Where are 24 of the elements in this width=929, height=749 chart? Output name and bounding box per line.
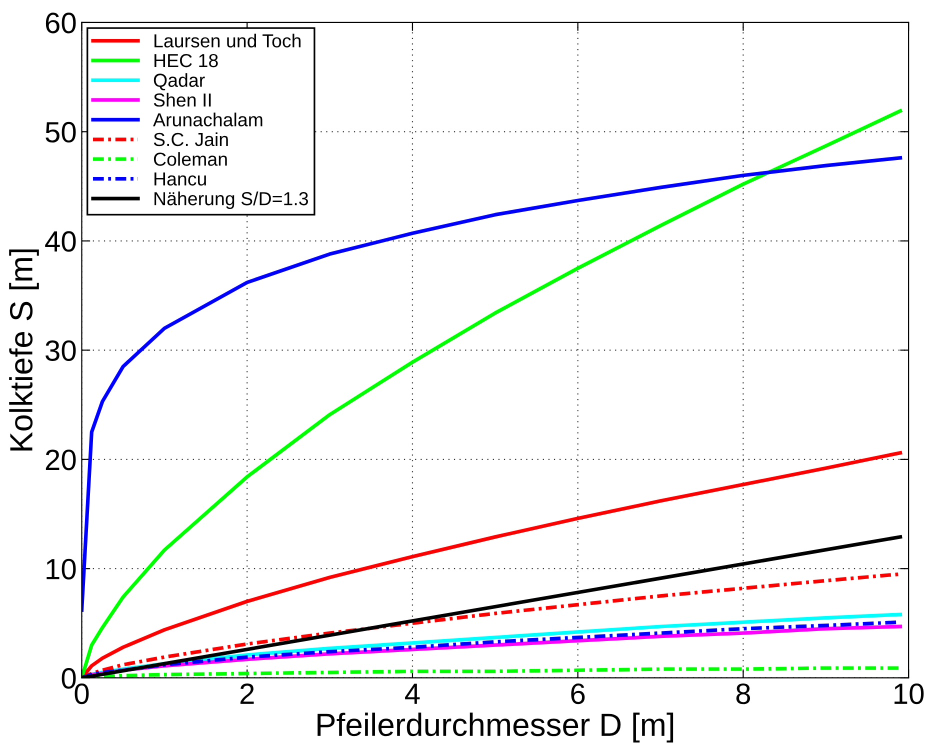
legend-label: Arunachalam <box>153 112 262 126</box>
y-tick-label: 0 <box>62 668 76 689</box>
y-tick-label: 50 <box>46 122 76 143</box>
x-tick-label: 4 <box>405 684 420 704</box>
y-axis-title: Kolktiefe S [m] <box>9 249 39 451</box>
y-tick-label: 40 <box>45 231 76 252</box>
legend-label: S.C. Jain <box>154 132 228 146</box>
y-tick-label: 20 <box>46 450 76 470</box>
x-tick-label: 0 <box>74 683 89 704</box>
legend-label: Shen II <box>154 92 211 107</box>
legend-label: Näherung S/D=1.3 <box>154 192 308 210</box>
x-axis-title: Pfeilerdurchmesser D [m] <box>318 712 674 742</box>
x-tick-label: 6 <box>571 683 585 704</box>
x-tick-label: 8 <box>736 683 750 704</box>
legend-label: Qadar <box>154 73 205 90</box>
x-tick-label: 10 <box>894 683 924 704</box>
legend-label: Laursen und Toch <box>154 34 301 48</box>
y-tick-label: 60 <box>46 12 76 34</box>
legend-label: Hancu <box>154 172 206 186</box>
y-tick-label: 10 <box>46 558 76 580</box>
legend-label: Coleman <box>154 152 227 166</box>
x-tick-label: 2 <box>240 683 254 704</box>
y-tick-label: 30 <box>46 340 76 362</box>
legend-label: HEC 18 <box>154 54 218 68</box>
